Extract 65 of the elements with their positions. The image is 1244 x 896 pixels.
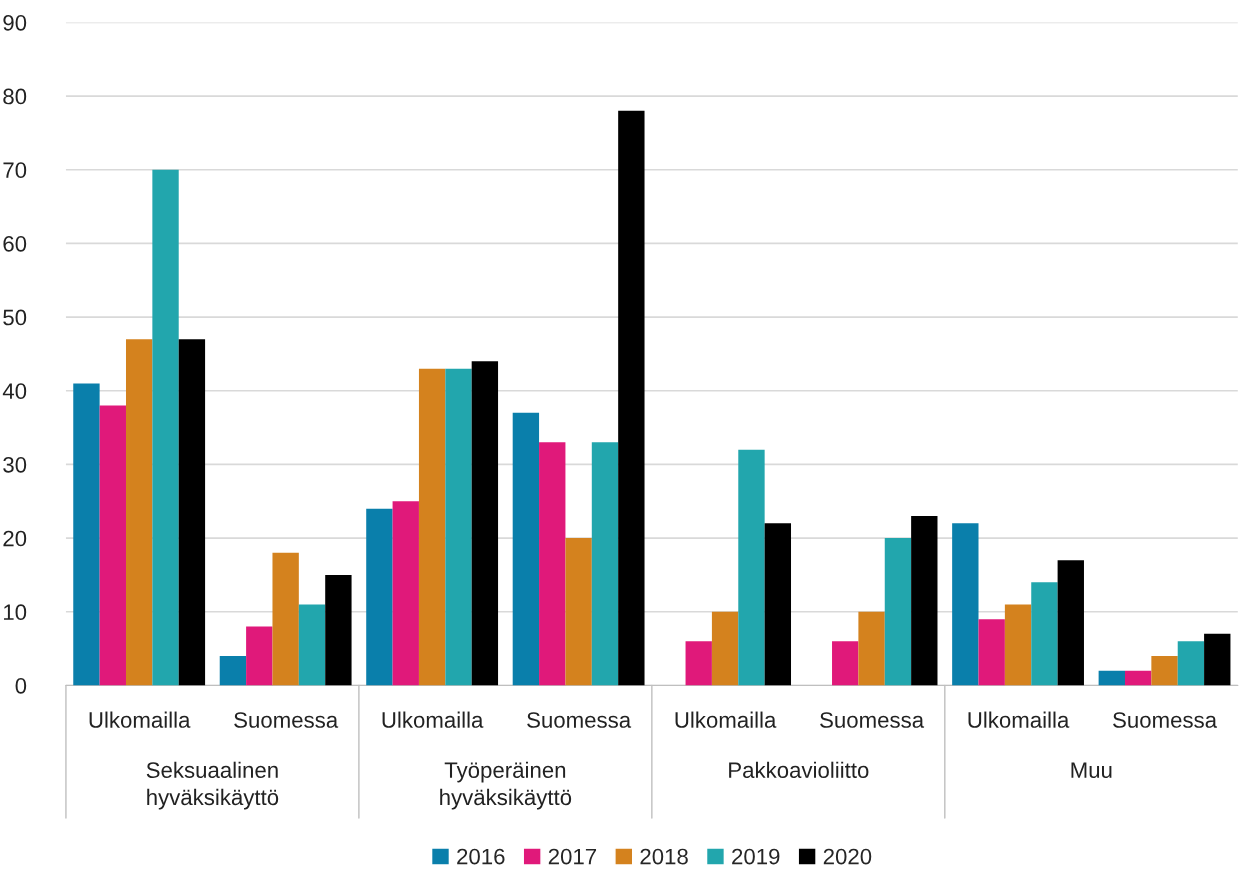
legend-label: 2020 — [823, 848, 872, 865]
bar — [512, 412, 540, 686]
text: Seksuaalinen hyväksikäyttö — [146, 761, 279, 810]
bar — [618, 110, 645, 686]
bar — [1204, 633, 1231, 686]
bar — [1004, 604, 1032, 686]
text: Työperäinen hyväksikäyttö — [440, 761, 572, 810]
bar — [1098, 670, 1125, 686]
bar — [99, 405, 126, 686]
bar — [392, 501, 419, 686]
x-tick-label: Ulkomailla — [89, 711, 191, 728]
y-tick-label: 80 — [3, 88, 27, 105]
bar — [884, 538, 912, 686]
bar — [591, 442, 619, 686]
bar — [178, 339, 206, 686]
bar — [738, 449, 765, 686]
text: Pakkoavioliitto — [729, 761, 869, 779]
y-tick-label: 40 — [2, 383, 27, 400]
bar — [1177, 641, 1205, 686]
y-tick-label: 30 — [3, 456, 27, 473]
bar — [911, 516, 938, 686]
y-tick-label: 90 — [3, 14, 27, 31]
y-tick-label: 70 — [3, 162, 27, 179]
bar — [219, 655, 247, 686]
y-tick-label: 10 — [4, 604, 27, 621]
bar — [1031, 582, 1058, 686]
bar — [858, 611, 885, 686]
x-tick-label: Suomessa — [820, 712, 925, 728]
x-tick-label: Suomessa — [527, 712, 632, 728]
bar — [1124, 670, 1152, 686]
bar — [539, 442, 566, 686]
bar — [565, 538, 592, 686]
bar — [685, 641, 712, 686]
bar — [1057, 560, 1084, 686]
x-tick-label: Ulkomailla — [675, 711, 777, 728]
x-tick-label: Ulkomailla — [382, 711, 484, 728]
bar — [445, 368, 472, 686]
bar — [298, 604, 326, 686]
bar — [152, 169, 179, 686]
x-tick-label: Ulkomailla — [968, 711, 1070, 728]
bar — [471, 361, 499, 686]
bar — [125, 339, 153, 686]
x-tick-label: Suomessa — [234, 712, 339, 728]
bar — [366, 508, 393, 686]
bar — [952, 523, 979, 686]
y-tick-label: 50 — [3, 309, 27, 326]
bar — [272, 552, 299, 686]
bar — [1151, 655, 1178, 686]
bar — [711, 611, 739, 686]
bar — [246, 626, 273, 686]
legend-label: 2019 — [732, 848, 780, 865]
bar — [73, 383, 100, 686]
bar — [832, 641, 859, 686]
legend-label: 2017 — [548, 848, 597, 865]
legend-label: 2018 — [640, 848, 688, 865]
legend-label: 2016 — [457, 848, 505, 865]
bar — [764, 523, 792, 686]
x-tick-label: Suomessa — [1113, 712, 1218, 728]
y-tick-label: 0 — [15, 677, 27, 694]
bar — [418, 368, 446, 686]
bar — [325, 574, 352, 686]
bar — [978, 619, 1005, 686]
y-tick-label: 60 — [3, 235, 27, 252]
text: Muu — [1071, 762, 1112, 779]
y-tick-label: 20 — [3, 530, 27, 547]
